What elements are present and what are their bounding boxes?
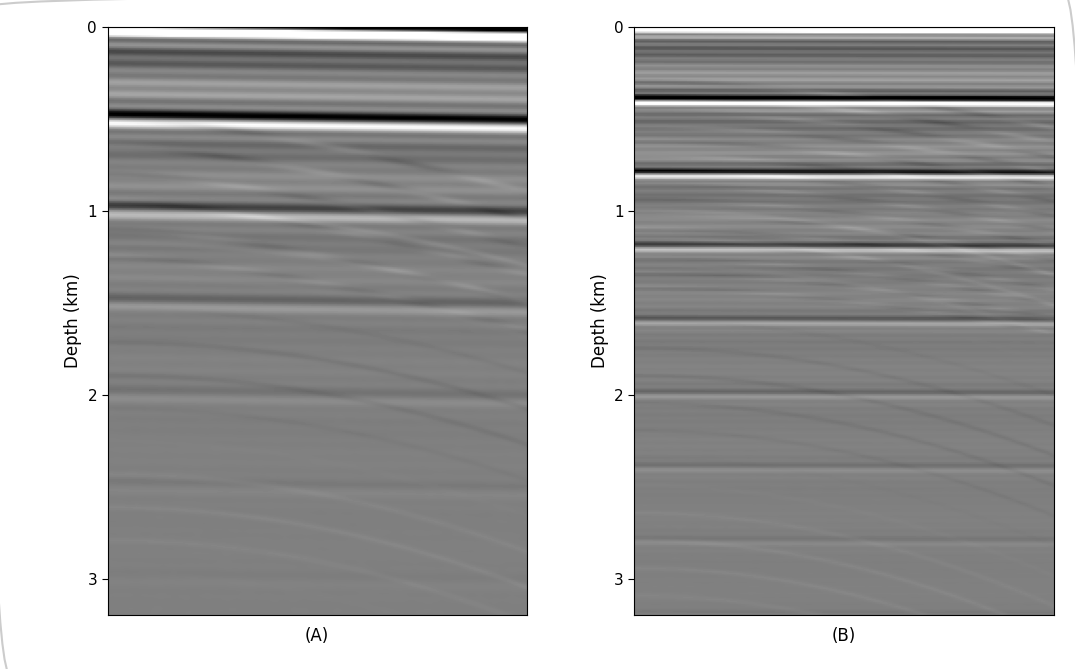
X-axis label: (B): (B) bbox=[832, 627, 856, 645]
Y-axis label: Depth (km): Depth (km) bbox=[63, 274, 82, 369]
Y-axis label: Depth (km): Depth (km) bbox=[590, 274, 608, 369]
X-axis label: (A): (A) bbox=[305, 627, 329, 645]
